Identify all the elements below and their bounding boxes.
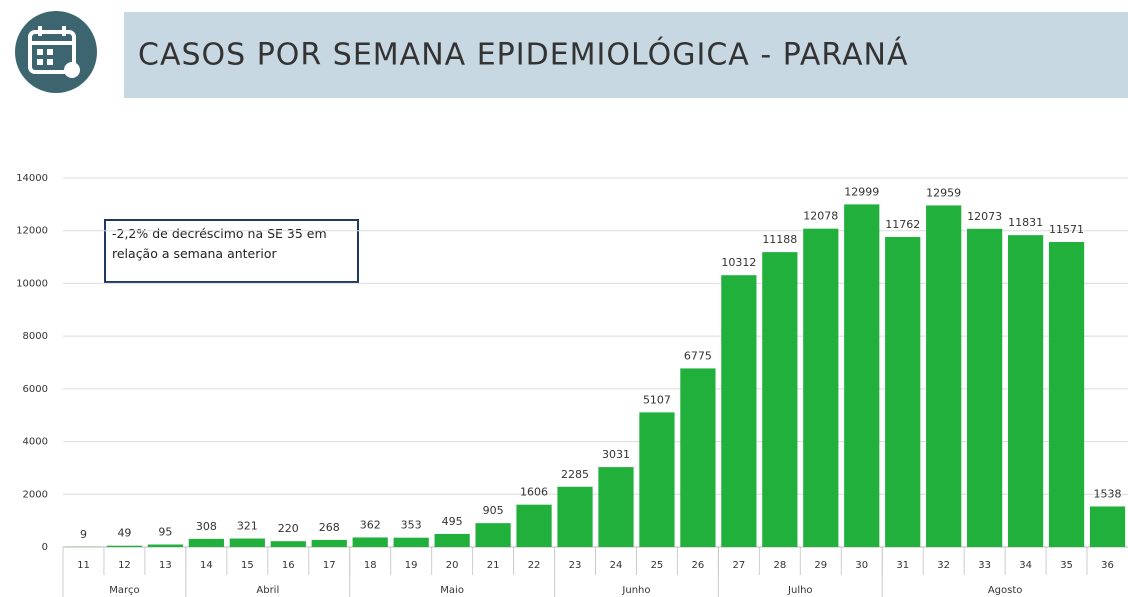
bar xyxy=(106,545,143,547)
data-label: 10312 xyxy=(721,256,756,269)
x-tick-label: 17 xyxy=(323,560,336,571)
month-label: Julho xyxy=(787,585,813,596)
bar xyxy=(352,537,388,547)
bar xyxy=(721,275,757,547)
data-label: 5107 xyxy=(643,393,671,406)
bar xyxy=(885,236,921,547)
x-tick-label: 20 xyxy=(446,560,459,571)
y-tick-label: 8000 xyxy=(23,331,48,342)
bar xyxy=(270,541,306,547)
x-tick-label: 13 xyxy=(159,560,172,571)
y-tick-label: 12000 xyxy=(16,226,48,237)
month-label: Junho xyxy=(621,585,650,596)
x-tick-label: 34 xyxy=(1019,560,1032,571)
data-label: 220 xyxy=(278,522,299,535)
x-tick-label: 33 xyxy=(978,560,991,571)
x-tick-label: 12 xyxy=(118,560,131,571)
bar xyxy=(557,486,593,547)
data-label: 1606 xyxy=(520,486,548,499)
x-tick-label: 30 xyxy=(855,560,868,571)
bar xyxy=(639,412,675,547)
bar xyxy=(311,539,347,547)
annotation-wrap: -2,2% de decréscimo na SE 35 em relação … xyxy=(112,226,327,261)
x-tick-label: 19 xyxy=(405,560,418,571)
bar xyxy=(803,228,839,547)
bar xyxy=(1048,242,1085,548)
x-tick-label: 32 xyxy=(937,560,950,571)
data-label: 321 xyxy=(237,520,258,533)
y-tick-label: 2000 xyxy=(23,489,48,500)
data-label: 12078 xyxy=(803,210,838,223)
title-banner xyxy=(124,12,1128,98)
bar xyxy=(844,204,880,548)
data-label: 362 xyxy=(360,518,381,531)
month-label: Maio xyxy=(440,585,464,596)
y-tick-label: 0 xyxy=(42,542,48,553)
data-label: 9 xyxy=(80,528,87,541)
data-label: 353 xyxy=(401,519,422,532)
x-tick-label: 14 xyxy=(200,560,213,571)
data-label: 12073 xyxy=(967,210,1002,223)
x-tick-label: 21 xyxy=(487,560,500,571)
data-label: 11831 xyxy=(1008,216,1043,229)
x-tick-label: 26 xyxy=(692,560,705,571)
x-tick-label: 18 xyxy=(364,560,377,571)
bar xyxy=(926,205,962,547)
bar xyxy=(1007,235,1044,547)
y-tick-label: 14000 xyxy=(16,173,48,184)
month-label: Abril xyxy=(256,585,279,596)
bar xyxy=(188,538,224,547)
annotation: -2,2% de decréscimo na SE 35 em relação … xyxy=(112,226,327,261)
y-tick-label: 4000 xyxy=(23,437,48,448)
month-label: Agosto xyxy=(988,585,1023,596)
data-label: 95 xyxy=(158,525,172,538)
x-tick-label: 22 xyxy=(528,560,541,571)
x-tick-label: 11 xyxy=(77,560,90,571)
data-label: 49 xyxy=(117,527,131,540)
data-label: 11762 xyxy=(885,218,920,231)
x-tick-label: 25 xyxy=(651,560,664,571)
data-label: 905 xyxy=(483,504,504,517)
bar xyxy=(680,368,716,547)
x-tick-label: 24 xyxy=(610,560,623,571)
y-tick-label: 10000 xyxy=(16,278,48,289)
bar xyxy=(598,467,634,547)
x-tick-label: 36 xyxy=(1101,560,1114,571)
bar xyxy=(967,228,1003,547)
bar xyxy=(762,252,798,548)
data-label: 268 xyxy=(319,521,340,534)
data-label: 3031 xyxy=(602,448,630,461)
x-tick-label: 29 xyxy=(814,560,827,571)
bar xyxy=(516,504,552,547)
chart-title: CASOS POR SEMANA EPIDEMIOLÓGICA - PARANÁ xyxy=(138,36,909,73)
bar xyxy=(1089,506,1126,547)
data-label: 2285 xyxy=(561,468,589,481)
y-tick-label: 6000 xyxy=(23,384,48,395)
x-tick-label: 35 xyxy=(1060,560,1073,571)
x-tick-label: 27 xyxy=(732,560,745,571)
x-tick-label: 23 xyxy=(569,560,582,571)
data-label: 495 xyxy=(442,515,463,528)
data-label: 1538 xyxy=(1094,487,1122,500)
calendar-icon xyxy=(15,11,97,93)
data-label: 308 xyxy=(196,520,217,533)
bar xyxy=(229,538,265,547)
x-tick-label: 15 xyxy=(241,560,254,571)
bar xyxy=(393,537,429,547)
bar xyxy=(475,523,511,547)
data-label: 12959 xyxy=(926,186,961,199)
data-label: 12999 xyxy=(844,185,879,198)
x-tick-label: 16 xyxy=(282,560,295,571)
month-label: Março xyxy=(109,585,139,596)
x-tick-label: 31 xyxy=(896,560,909,571)
x-tick-label: 28 xyxy=(773,560,786,571)
bar xyxy=(147,544,184,547)
bar xyxy=(434,533,470,547)
data-label: 11571 xyxy=(1049,223,1084,236)
data-label: 11188 xyxy=(762,233,797,246)
data-label: 6775 xyxy=(684,349,712,362)
